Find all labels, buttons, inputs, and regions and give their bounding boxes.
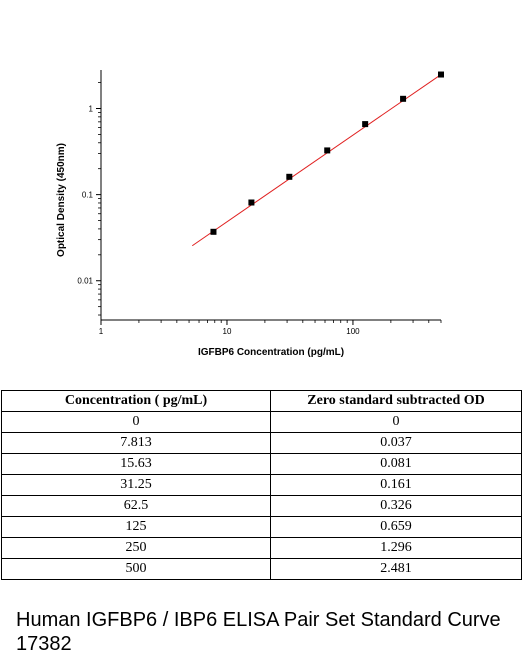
data-point [248,199,255,206]
table-row: 15.63 0.081 [1,453,522,475]
data-point [362,121,369,128]
concentration-cell: 250 [1,537,271,559]
table-row: 62.5 0.326 [1,495,522,517]
od-cell: 0.081 [270,453,522,475]
figure-caption: Human IGFBP6 / IBP6 ELISA Pair Set Stand… [16,609,501,655]
x-tick-label: 10 [223,327,232,336]
od-cell: 2.481 [270,558,522,580]
axis-ticks: 1 10 100 0.01 0.1 1 [77,82,442,336]
fit-line-group [191,74,442,247]
concentration-cell: 31.25 [1,474,271,496]
table-row: 125 0.659 [1,516,522,538]
x-axis-label: IGFBP6 Concentration (pg/mL) [198,347,344,358]
y-tick-label: 0.01 [77,277,93,286]
chart-axes [100,70,441,321]
od-cell: 0.161 [270,474,522,496]
data-point [286,173,293,180]
od-cell: 0 [270,411,522,433]
concentration-cell: 15.63 [1,453,271,475]
table-header-row: Concentration ( pg/mL) Zero standard sub… [1,390,522,412]
table-row: 31.25 0.161 [1,474,522,496]
column-header-od: Zero standard subtracted OD [270,390,522,412]
od-cell: 0.037 [270,432,522,454]
concentration-cell: 0 [1,411,271,433]
data-point [210,228,217,235]
standard-curve-chart: 1 10 100 0.01 0.1 1 IGFBP6 Concentration (pg/… [56,70,444,358]
data-point [324,147,331,154]
od-cell: 0.659 [270,516,522,538]
od-cell: 1.296 [270,537,522,559]
table-row: 250 1.296 [1,537,522,559]
data-point [400,95,407,102]
data-point [438,71,444,78]
x-tick-label: 100 [346,327,360,336]
fit-line [191,74,442,247]
column-header-concentration: Concentration ( pg/mL) [1,390,271,412]
x-tick-label: 1 [99,327,104,336]
table-row: 7.813 0.037 [1,432,522,454]
od-cell: 0.326 [270,495,522,517]
y-axis-label: Optical Density (450nm) [56,143,67,257]
concentration-cell: 500 [1,558,271,580]
concentration-cell: 7.813 [1,432,271,454]
concentration-cell: 62.5 [1,495,271,517]
data-points [210,71,444,235]
table-row: 500 2.481 [1,558,522,580]
y-tick-label: 1 [89,105,94,114]
y-tick-label: 0.1 [82,191,94,200]
standard-data-table: Concentration ( pg/mL) Zero standard sub… [1,390,522,580]
concentration-cell: 125 [1,516,271,538]
